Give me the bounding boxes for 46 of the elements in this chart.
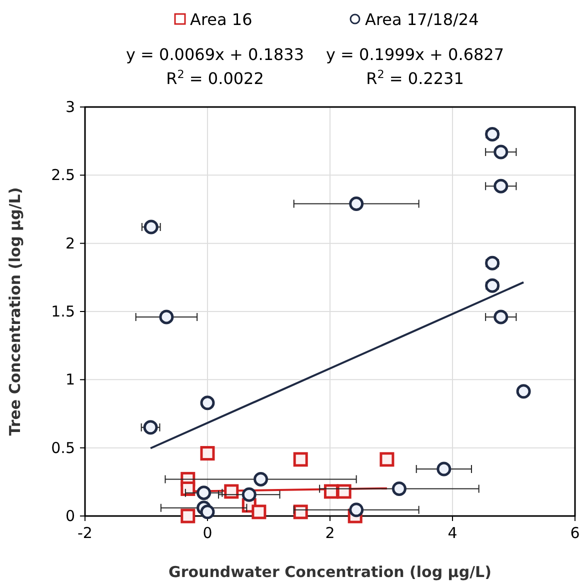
- y-tick-label: 3: [65, 98, 75, 116]
- point: [180, 481, 196, 496]
- point: [494, 178, 508, 194]
- x-tick-label: 2: [325, 524, 335, 542]
- y-tick-label: 1: [65, 370, 75, 389]
- y-tick-label: 2: [65, 234, 75, 252]
- point: [494, 310, 508, 324]
- point: [436, 462, 452, 476]
- point: [485, 127, 500, 142]
- point: [349, 196, 364, 212]
- point: [200, 396, 215, 410]
- point: [252, 504, 266, 520]
- point: [196, 486, 212, 500]
- point: [242, 487, 256, 502]
- y-axis-title: Tree Concentration (log µg/L): [6, 187, 24, 436]
- point: [293, 504, 308, 520]
- point: [293, 452, 308, 467]
- y-tick-label: 0.5: [51, 438, 75, 457]
- point: [485, 256, 500, 270]
- point: [200, 504, 215, 520]
- point: [159, 310, 174, 324]
- point: [349, 502, 364, 518]
- point: [144, 220, 158, 234]
- point: [336, 484, 352, 499]
- legend-label: Area 16: [190, 10, 252, 29]
- point: [392, 481, 406, 496]
- y-tick-label: 2.5: [51, 166, 75, 184]
- point: [516, 384, 531, 399]
- x-tick-label: 4: [448, 524, 458, 542]
- text: y = 0.0069x + 0.1833 R$^{2}$ = 0.0022: [126, 45, 304, 88]
- x-axis-title: Groundwater Concentration (log µg/L): [168, 563, 492, 581]
- x-tick-label: -2: [78, 524, 92, 542]
- point: [143, 420, 158, 435]
- point: [224, 484, 239, 499]
- point: [200, 446, 215, 461]
- point: [485, 278, 500, 293]
- legend-label: Area 17/18/24: [365, 10, 479, 29]
- y-tick-label: 0: [65, 507, 75, 525]
- y-tick-label: 1.5: [51, 302, 75, 320]
- x-tick-label: 0: [202, 524, 212, 542]
- x-tick-label: 6: [570, 524, 580, 542]
- point: [494, 144, 508, 160]
- point: [380, 452, 394, 467]
- point: [254, 472, 268, 486]
- point: [180, 508, 196, 524]
- text: y = 0.1999x + 0.6827 R$^{2}$ = 0.2231: [326, 45, 504, 88]
